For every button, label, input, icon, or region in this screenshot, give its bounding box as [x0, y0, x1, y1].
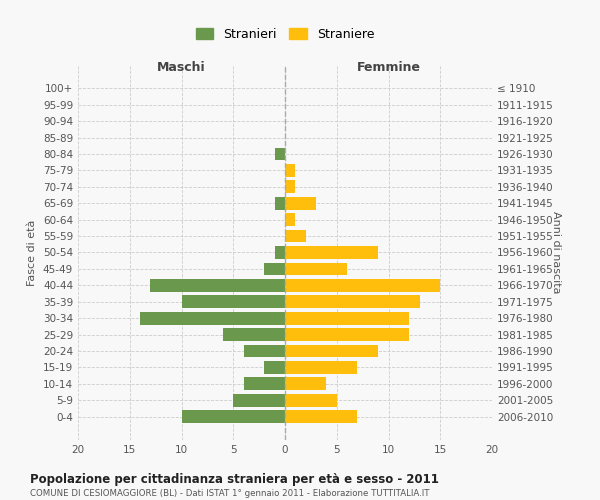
Bar [275, 246, 285, 259]
Bar [285, 279, 440, 291]
Bar [285, 296, 419, 308]
Text: Femmine: Femmine [356, 60, 421, 74]
Bar [285, 378, 326, 390]
Bar [244, 344, 285, 358]
Bar [285, 312, 409, 324]
Bar [285, 394, 337, 406]
Bar [182, 410, 285, 423]
Y-axis label: Fasce di età: Fasce di età [28, 220, 37, 286]
Bar [151, 279, 285, 291]
Bar [233, 394, 285, 406]
Bar [275, 148, 285, 160]
Text: Maschi: Maschi [157, 60, 206, 74]
Bar [275, 197, 285, 209]
Bar [140, 312, 285, 324]
Bar [285, 262, 347, 276]
Bar [285, 214, 295, 226]
Bar [265, 361, 285, 374]
Bar [285, 344, 378, 358]
Text: Popolazione per cittadinanza straniera per età e sesso - 2011: Popolazione per cittadinanza straniera p… [30, 472, 439, 486]
Bar [285, 361, 358, 374]
Bar [285, 164, 295, 177]
Y-axis label: Anni di nascita: Anni di nascita [551, 211, 560, 294]
Bar [285, 410, 358, 423]
Bar [265, 262, 285, 276]
Bar [182, 296, 285, 308]
Legend: Stranieri, Straniere: Stranieri, Straniere [191, 22, 379, 46]
Bar [223, 328, 285, 341]
Bar [285, 328, 409, 341]
Text: COMUNE DI CESIOMAGGIORE (BL) - Dati ISTAT 1° gennaio 2011 - Elaborazione TUTTITA: COMUNE DI CESIOMAGGIORE (BL) - Dati ISTA… [30, 489, 430, 498]
Bar [285, 230, 306, 242]
Bar [285, 246, 378, 259]
Bar [285, 197, 316, 209]
Bar [285, 180, 295, 194]
Bar [244, 378, 285, 390]
